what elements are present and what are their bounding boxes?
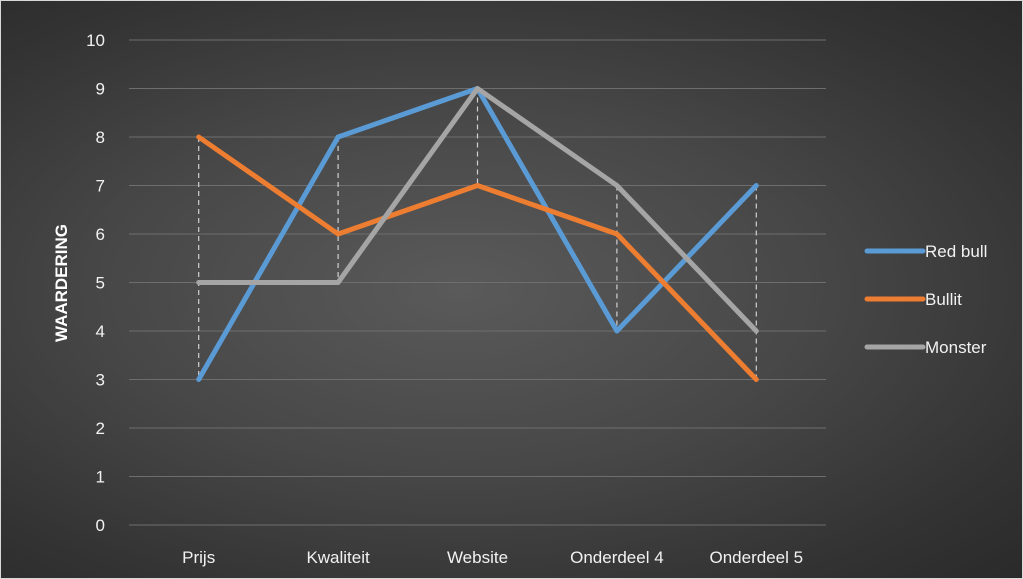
y-tick-label: 1 (96, 468, 105, 487)
x-tick-label: Onderdeel 5 (710, 548, 804, 567)
x-tick-label: Prijs (182, 548, 215, 567)
x-tick-label: Kwaliteit (306, 548, 370, 567)
legend-label: Red bull (925, 242, 987, 261)
y-tick-label: 0 (96, 516, 105, 535)
y-tick-label: 8 (96, 128, 105, 147)
y-tick-label: 5 (96, 274, 105, 293)
y-tick-label: 6 (96, 225, 105, 244)
legend-label: Monster (925, 338, 987, 357)
series-lines (196, 86, 759, 382)
x-tick-label: Onderdeel 4 (570, 548, 664, 567)
legend-label: Bullit (925, 290, 962, 309)
series-line-monster (196, 86, 759, 334)
y-tick-label: 7 (96, 177, 105, 196)
y-axis-ticks: 0 1 2 3 4 5 6 7 8 9 10 (86, 31, 105, 535)
x-axis-ticks: Prijs Kwaliteit Website Onderdeel 4 Onderdee… (182, 548, 803, 567)
y-tick-label: 10 (86, 31, 105, 50)
series-line-bullit (196, 134, 759, 382)
y-tick-label: 2 (96, 419, 105, 438)
y-tick-label: 4 (96, 322, 105, 341)
drop-lines (198, 88, 757, 380)
y-axis-label: WAARDERING (52, 224, 71, 342)
legend: Red bull Bullit Monster (864, 242, 987, 357)
y-tick-label: 3 (96, 371, 105, 390)
x-tick-label: Website (447, 548, 508, 567)
y-tick-label: 9 (96, 80, 105, 99)
